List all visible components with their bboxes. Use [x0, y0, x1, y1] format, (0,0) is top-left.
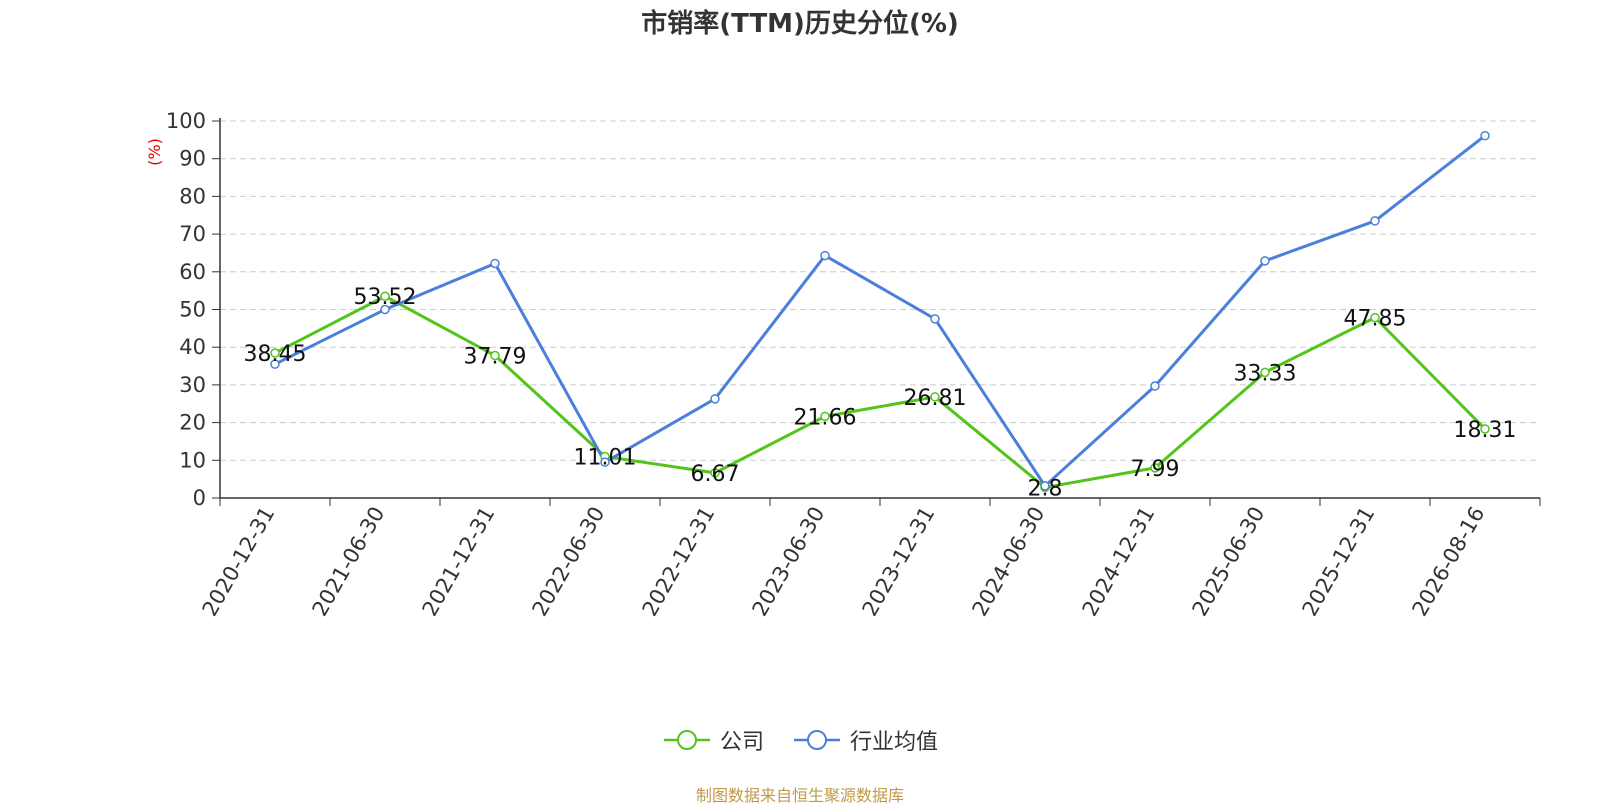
series-line-1 [274, 134, 1486, 488]
data-labels: 38.45 53.52 37.79 11.01 6.67 21.66 26.81 2.8 7.9… [244, 285, 1517, 501]
series-lines [270, 130, 1490, 493]
x-tick-label: 2025-12-31 [1298, 503, 1380, 621]
source-note: 制图数据来自恒生聚源数据库 [695, 786, 904, 805]
data-label: 53.52 [354, 285, 417, 310]
y-tick-label: 100 [166, 109, 206, 133]
axes: 0 10 20 30 40 50 60 70 80 90 100 2020-12-31 2021-06-… [166, 109, 1541, 621]
series-line-0 [274, 294, 1487, 489]
chart-title: 市销率(TTM)历史分位(%) [641, 8, 959, 39]
x-tick-label: 2021-06-30 [308, 503, 390, 621]
series-1-point [930, 314, 940, 324]
series-1-point [600, 457, 610, 467]
series-0-point [1370, 312, 1380, 323]
data-label: 7.99 [1131, 457, 1180, 482]
series-1-point [490, 258, 500, 269]
x-tick-label: 2021-12-31 [418, 503, 500, 621]
legend-company-line-circle-icon [663, 730, 710, 750]
series-1-point [1150, 381, 1160, 391]
series-1-point [820, 250, 830, 261]
x-tick-label: 2024-06-30 [968, 503, 1050, 621]
x-tick-label: 2020-12-31 [198, 503, 280, 621]
x-tick-label: 2023-06-30 [748, 503, 830, 621]
series-1-point [380, 304, 390, 315]
y-tick-label: 50 [179, 298, 206, 322]
y-tick-label: 90 [179, 147, 206, 171]
legend: 公司 行业均值 [0, 724, 1600, 756]
y-tick-label: 70 [179, 222, 206, 246]
series-0-point [270, 348, 280, 358]
series-0-point [1150, 463, 1160, 473]
x-tick-label: 2022-06-30 [528, 503, 610, 621]
x-tick-label: 2026-08-16 [1408, 503, 1490, 621]
data-label: 21.66 [794, 405, 857, 430]
data-label: 6.67 [691, 462, 740, 487]
data-label: 11.01 [574, 445, 637, 470]
data-label: 26.81 [904, 386, 967, 411]
data-label: 18.31 [1454, 418, 1517, 443]
series-0-point [1480, 424, 1490, 434]
y-tick-label: 40 [179, 335, 206, 359]
legend-item-company[interactable]: 公司 [662, 724, 764, 756]
grid-lines [220, 120, 1540, 461]
x-tick-label: 2024-12-31 [1078, 503, 1160, 621]
data-label: 38.45 [244, 342, 307, 367]
data-label: 2.8 [1028, 476, 1063, 501]
y-axis-label: (%) [145, 138, 164, 166]
data-label: 33.33 [1234, 361, 1297, 386]
y-tick-label: 10 [179, 448, 206, 472]
series-0-point [490, 350, 500, 361]
y-tick-label: 60 [179, 260, 206, 284]
series-1-point [270, 359, 280, 369]
series-1-point [710, 394, 720, 404]
legend-label-company: 公司 [719, 730, 764, 755]
data-label: 37.79 [464, 345, 527, 370]
series-0-point [1260, 367, 1270, 378]
legend-industry-line-circle-icon [794, 730, 840, 750]
x-tick-label: 2023-12-31 [858, 503, 940, 621]
y-tick-label: 30 [179, 373, 206, 397]
legend-label-industry-average: 行业均值 [850, 730, 939, 755]
series-0-point [710, 468, 720, 478]
x-tick-label: 2025-06-30 [1188, 503, 1270, 621]
series-1-point [1040, 481, 1050, 491]
y-tick-label: 80 [179, 184, 206, 208]
legend-item-industry-average[interactable]: 行业均值 [792, 724, 938, 756]
series-1-point [1370, 216, 1380, 226]
series-0-point [930, 392, 940, 402]
series-1-point [1260, 256, 1270, 266]
x-tick-label: 2022-12-31 [638, 503, 720, 621]
series-1-point [1480, 130, 1490, 141]
series-0-point [820, 411, 830, 422]
y-tick-label: 0 [193, 486, 206, 510]
y-tick-label: 20 [179, 411, 206, 435]
data-label: 47.85 [1344, 307, 1407, 332]
series-0-point [380, 291, 390, 301]
